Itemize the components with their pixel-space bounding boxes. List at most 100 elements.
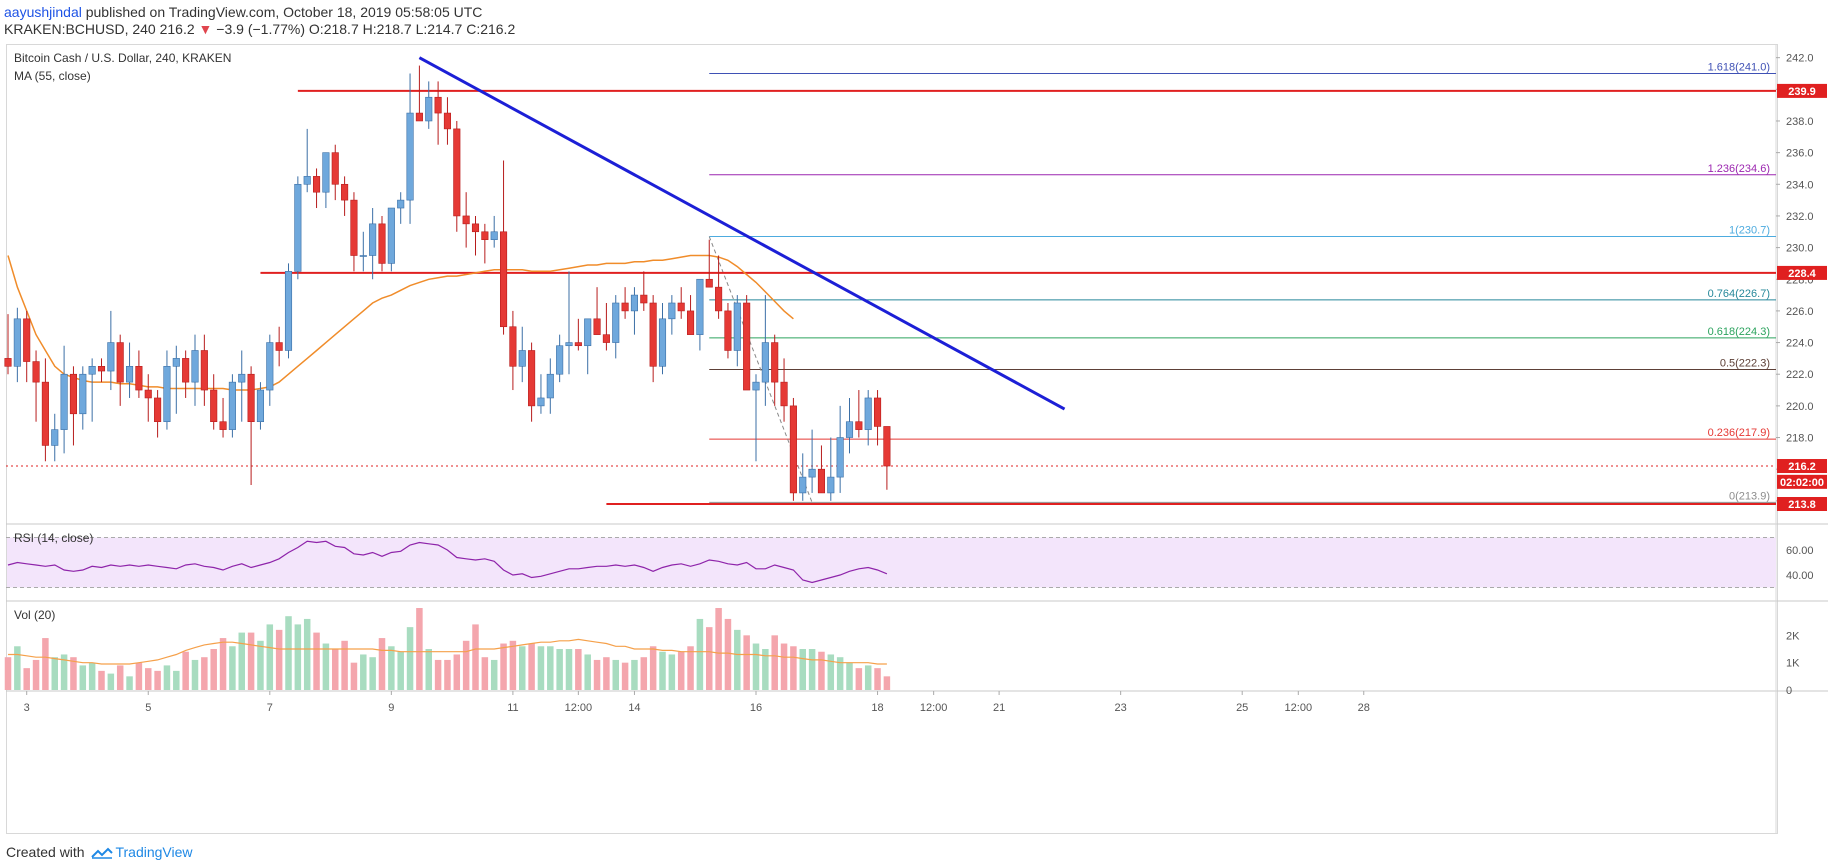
volume-bar bbox=[79, 665, 87, 690]
volume-bar bbox=[724, 618, 732, 690]
candle-down bbox=[312, 176, 321, 193]
candle-down bbox=[686, 310, 695, 335]
fib-level-label: 1(230.7) bbox=[1729, 225, 1770, 237]
candle-down bbox=[32, 361, 40, 383]
candle-down bbox=[602, 334, 610, 343]
volume-bar bbox=[4, 657, 12, 690]
price-axis-label: 220.0 bbox=[1786, 401, 1814, 413]
candle-up bbox=[864, 397, 872, 430]
candle-down bbox=[677, 302, 685, 312]
candle-down bbox=[341, 183, 349, 201]
volume-bar bbox=[238, 632, 245, 690]
volume-bar bbox=[547, 646, 554, 690]
candle-up bbox=[88, 366, 96, 375]
rsi-label: RSI (14, close) bbox=[14, 531, 93, 545]
candle-up bbox=[107, 342, 115, 372]
volume-bar bbox=[649, 646, 657, 690]
volume-bar bbox=[509, 640, 517, 690]
volume-bar bbox=[500, 643, 507, 690]
volume-bar bbox=[706, 627, 713, 690]
volume-bar bbox=[528, 643, 535, 690]
candle-up bbox=[696, 278, 704, 335]
volume-bar bbox=[219, 638, 227, 690]
volume-bar bbox=[715, 608, 722, 690]
volume-bar bbox=[444, 659, 451, 690]
time-axis-label: 3 bbox=[24, 702, 30, 714]
time-axis-label: 14 bbox=[628, 702, 640, 714]
candle-up bbox=[172, 358, 180, 367]
volume-axis-label: 1K bbox=[1786, 658, 1800, 670]
volume-bar bbox=[116, 665, 124, 690]
price-axis-label: 224.0 bbox=[1786, 338, 1814, 350]
volume-bar bbox=[210, 649, 217, 690]
volume-bar bbox=[229, 646, 236, 690]
candle-down bbox=[481, 231, 489, 240]
candle-down bbox=[182, 358, 190, 383]
volume-bar bbox=[191, 659, 199, 690]
candle-up bbox=[397, 199, 405, 209]
fib-level-label: 0.764(226.7) bbox=[1708, 288, 1770, 300]
candle-up bbox=[630, 294, 639, 312]
tradingview-link[interactable]: TradingView bbox=[115, 844, 193, 860]
volume-bar bbox=[70, 657, 77, 690]
candle-down bbox=[275, 342, 283, 351]
candle-down bbox=[219, 421, 227, 430]
candle-down bbox=[574, 342, 582, 347]
volume-bar bbox=[883, 676, 891, 690]
volume-bar bbox=[762, 649, 769, 690]
volume-label: Vol (20) bbox=[14, 608, 55, 622]
volume-bar bbox=[378, 638, 386, 690]
symbol-info: KRAKEN:BCHUSD, 240 216.2 ▼ −3.9 (−1.77%)… bbox=[4, 20, 515, 38]
volume-bar bbox=[790, 646, 797, 690]
volume-bar bbox=[556, 649, 563, 690]
price-axis-badge bbox=[1777, 474, 1827, 489]
volume-bar bbox=[173, 670, 180, 690]
volume-bar bbox=[350, 662, 358, 690]
candle-down bbox=[331, 152, 339, 185]
volume-bar bbox=[434, 659, 442, 690]
tradingview-logo-icon bbox=[91, 847, 114, 860]
candle-up bbox=[565, 342, 573, 347]
candle-up bbox=[537, 397, 545, 407]
volume-bar bbox=[659, 651, 666, 690]
time-axis-label: 23 bbox=[1115, 702, 1127, 714]
volume-bar bbox=[313, 632, 320, 690]
down-arrow-icon: ▼ bbox=[198, 21, 213, 37]
rsi-band bbox=[7, 537, 1776, 588]
volume-bar bbox=[182, 651, 189, 690]
high-value: 218.7 bbox=[376, 21, 412, 37]
price-axis-badge-text: 02:02:00 bbox=[1780, 477, 1824, 489]
candle-up bbox=[294, 183, 302, 272]
chart-title: Bitcoin Cash / U.S. Dollar, 240, KRAKEN bbox=[14, 51, 231, 65]
candle-down bbox=[23, 318, 31, 362]
candle-up bbox=[256, 389, 265, 423]
candle-up bbox=[845, 421, 854, 438]
time-axis-label: 9 bbox=[388, 702, 394, 714]
volume-bar bbox=[388, 646, 395, 690]
price-change: −3.9 (−1.77%) bbox=[216, 21, 306, 37]
volume-bar bbox=[612, 659, 619, 690]
price-axis-label: 242.0 bbox=[1786, 53, 1814, 65]
footer: Created with TradingView bbox=[6, 844, 193, 860]
volume-bar bbox=[23, 668, 30, 690]
price-axis-label: 234.0 bbox=[1786, 179, 1814, 191]
low-value: 214.7 bbox=[427, 21, 463, 37]
candle-down bbox=[471, 223, 480, 233]
volume-bar bbox=[163, 665, 171, 690]
price-axis-badge bbox=[1777, 265, 1827, 280]
candle-up bbox=[799, 476, 807, 494]
candle-down bbox=[789, 405, 797, 494]
time-axis-label: 16 bbox=[750, 702, 762, 714]
candle-down bbox=[443, 112, 452, 130]
candle-up bbox=[761, 342, 769, 383]
candle-up bbox=[668, 302, 676, 320]
volume-bar bbox=[425, 649, 432, 690]
author-link[interactable]: aayushjindal bbox=[4, 4, 82, 20]
volume-bar bbox=[780, 643, 788, 690]
volume-bar bbox=[734, 629, 741, 690]
fib-level-label: 0.5(222.3) bbox=[1720, 357, 1770, 369]
volume-bar bbox=[771, 635, 778, 690]
candle-down bbox=[350, 199, 358, 256]
fib-level-label: 1.236(234.6) bbox=[1708, 163, 1770, 175]
